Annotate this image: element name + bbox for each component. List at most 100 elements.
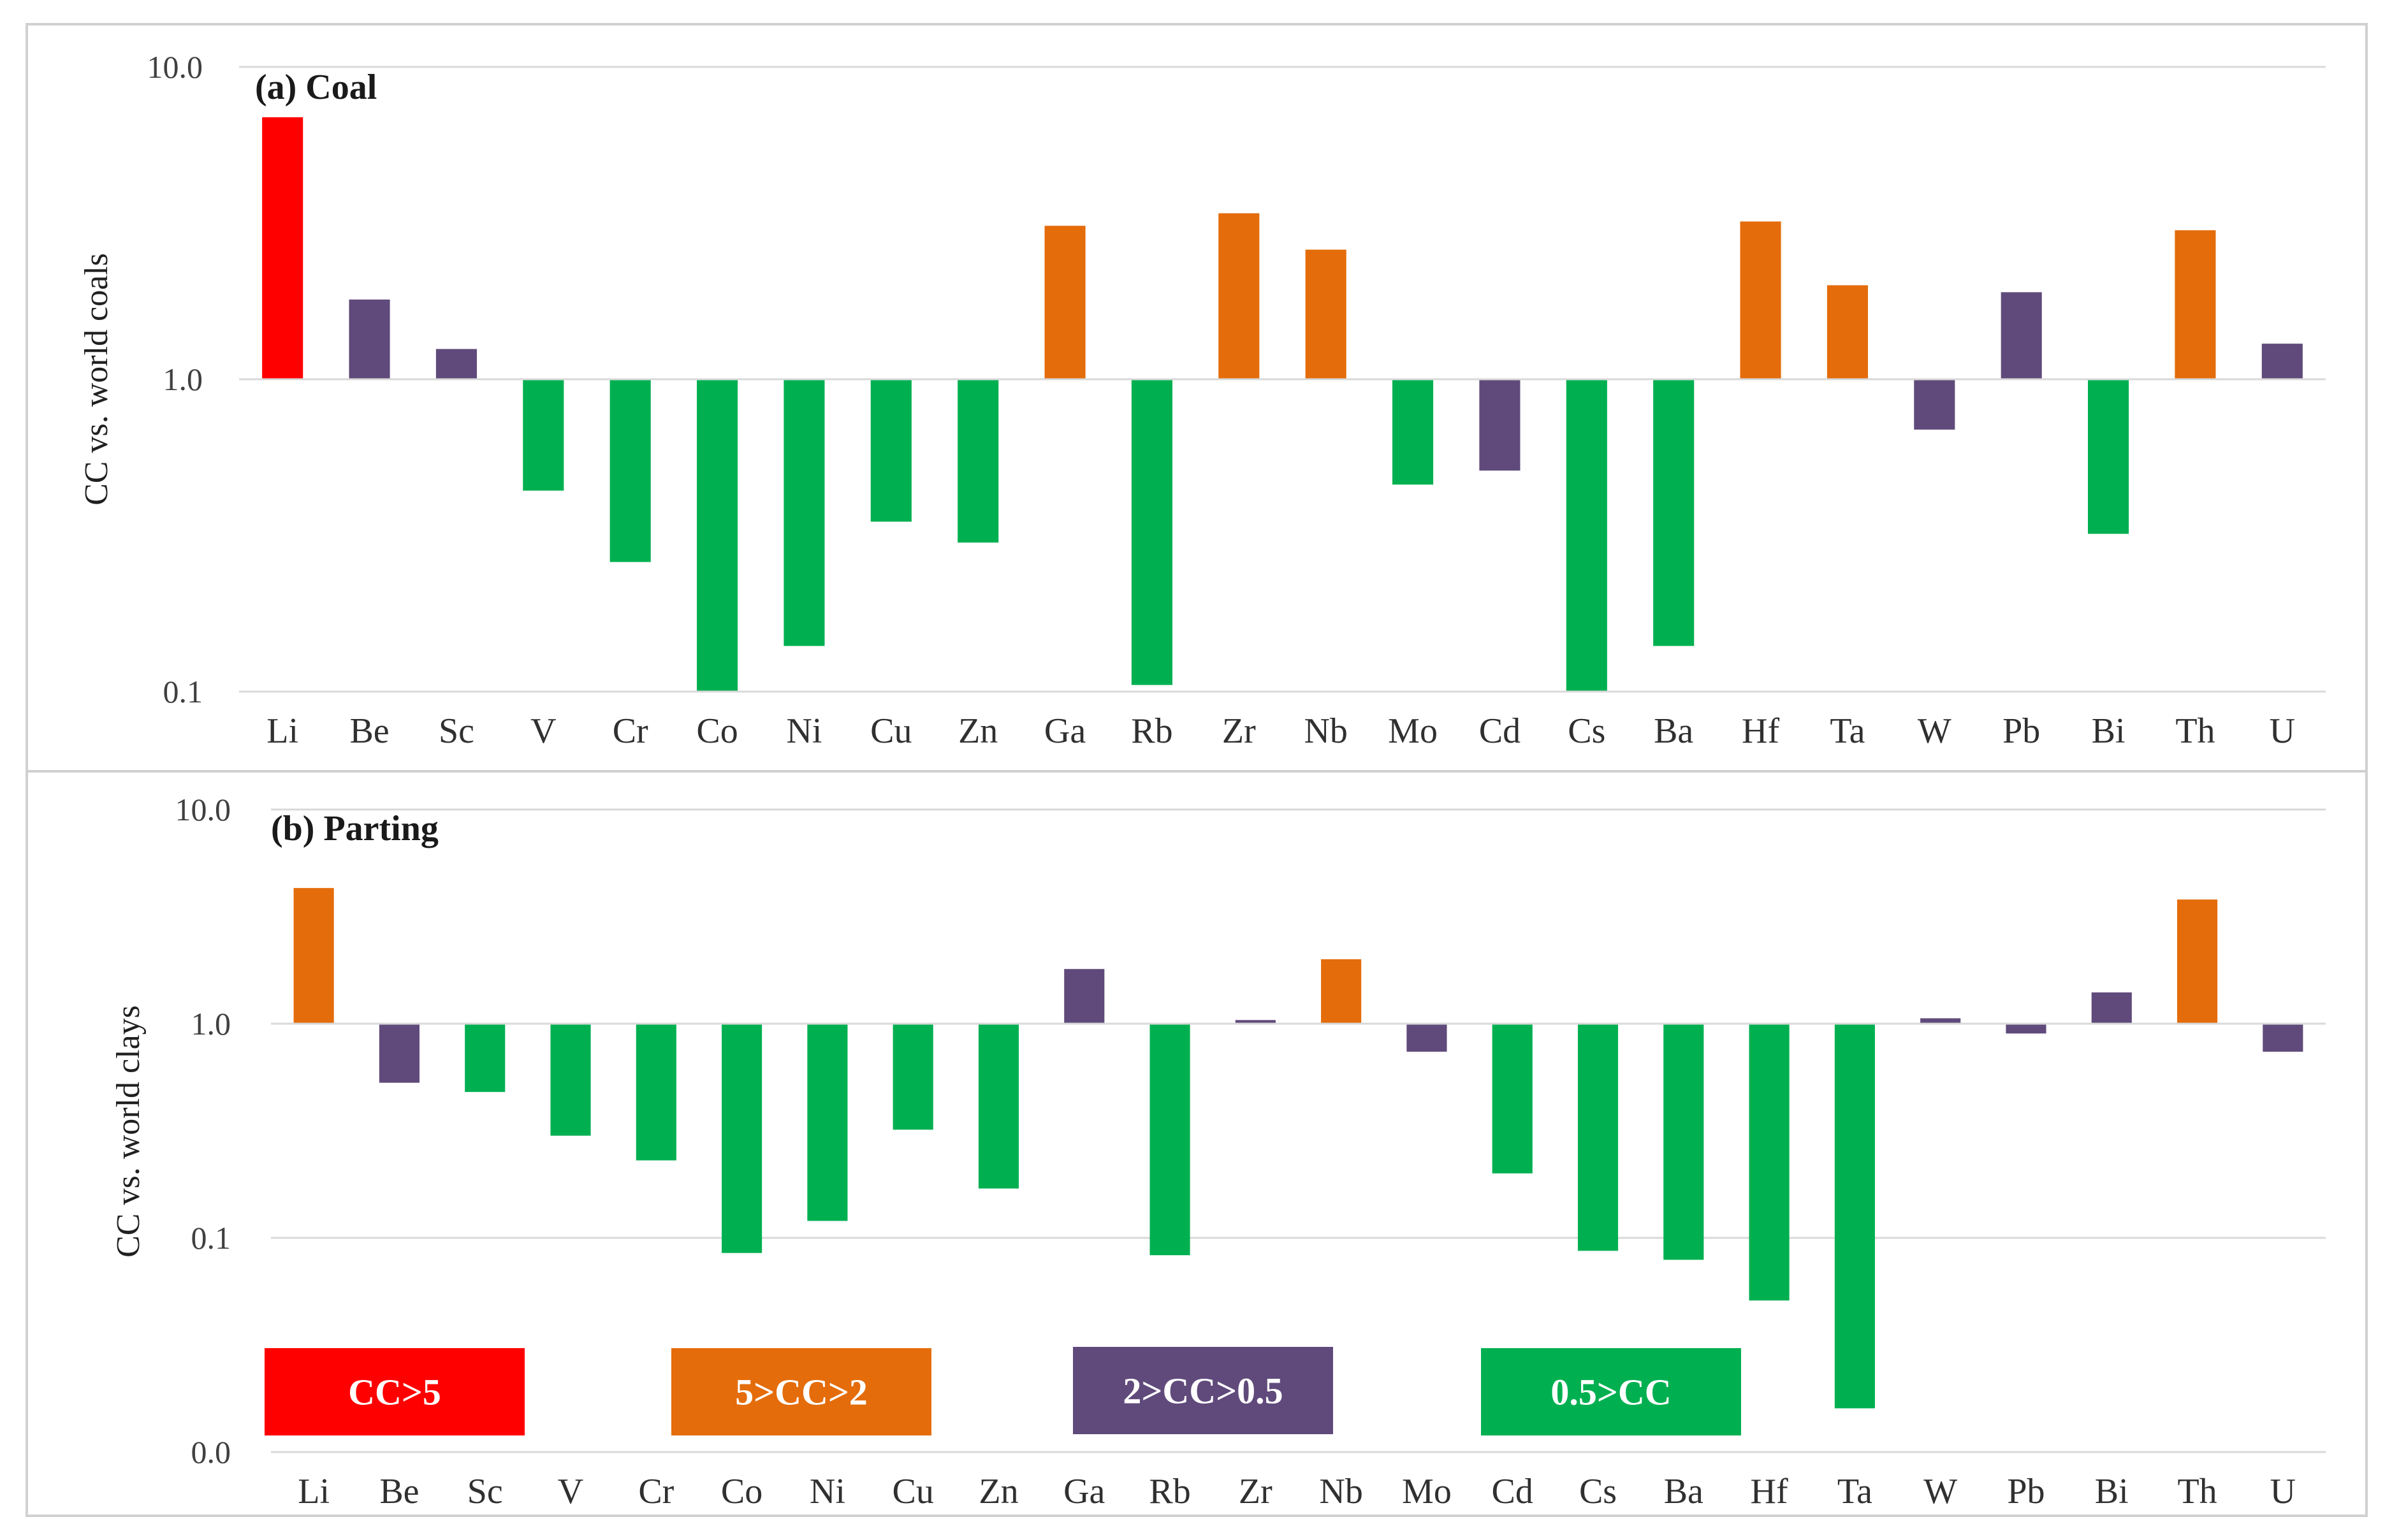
bar-th (2177, 899, 2218, 1024)
bar-bi (2088, 379, 2129, 534)
panel-parting: 10.0 1.0 0.1 0.0 Li Be Sc V Cr Co Ni Cu Zn Ga Rb Zr Nb M… (110, 792, 2326, 1511)
bar-rb (1131, 379, 1172, 685)
x-tick-label-cd: Cd (1479, 711, 1521, 751)
x-tick-label-rb: Rb (1131, 711, 1172, 751)
panel-parting-y-ticks: 10.0 1.0 0.1 0.0 (175, 792, 231, 1470)
x-tick-label-ba: Ba (1654, 711, 1693, 751)
bar-hf (1740, 221, 1781, 379)
x-tick-label-co: Co (721, 1472, 762, 1511)
x-tick-label-be: Be (379, 1472, 419, 1511)
x-tick-label-nb: Nb (1319, 1472, 1362, 1511)
bar-nb (1321, 959, 1362, 1024)
legend-swatch (1481, 1348, 1741, 1435)
legend-item: 0.5>CC (1481, 1348, 1741, 1435)
legend-label: CC>5 (348, 1372, 441, 1413)
x-tick-label-v: V (558, 1472, 583, 1511)
x-tick-label-nb: Nb (1304, 711, 1347, 751)
legend-label: 0.5>CC (1550, 1372, 1671, 1413)
bar-sc (435, 349, 477, 379)
bar-cd (1479, 379, 1521, 471)
legend-label: 5>CC>2 (735, 1372, 868, 1413)
bar-co (722, 1024, 762, 1253)
bar-u (2261, 344, 2303, 379)
bar-cs (1566, 379, 1607, 692)
y-tick-label: 1.0 (163, 361, 203, 397)
panel-coal-title: (a) Coal (255, 68, 377, 107)
bar-mo (1392, 379, 1434, 485)
panel-coal-x-ticks: Li Be Sc V Cr Co Ni Cu Zn Ga Rb Zr Nb Mo Cd Cs Ba Hf Ta W Pb… (266, 711, 2295, 751)
x-tick-label-cu: Cu (870, 711, 912, 751)
x-tick-label-bi: Bi (2092, 711, 2126, 751)
y-tick-label: 10.0 (147, 49, 203, 85)
bar-cr (609, 379, 651, 562)
x-tick-label-ga: Ga (1044, 711, 1086, 751)
y-tick-label: 0.1 (191, 1220, 231, 1256)
bar-pb (2006, 1024, 2046, 1034)
y-tick-label: 0.1 (163, 674, 203, 709)
y-tick-label: 10.0 (175, 792, 231, 827)
bar-zr (1235, 1020, 1276, 1024)
x-tick-label-hf: Hf (1751, 1472, 1788, 1511)
bar-v (550, 1024, 591, 1136)
bar-ba (1653, 379, 1695, 646)
bar-pb (2001, 292, 2042, 379)
panel-parting-x-ticks: Li Be Sc V Cr Co Ni Cu Zn Ga Rb Zr Nb Mo Cd Cs Ba Hf Ta W Pb… (298, 1472, 2296, 1511)
bar-u (2263, 1024, 2303, 1052)
x-tick-label-pb: Pb (2007, 1472, 2045, 1511)
panel-coal-bars (262, 117, 2303, 692)
x-tick-label-hf: Hf (1742, 711, 1779, 751)
panel-coal: 10.0 1.0 0.1 Li Be Sc V Cr Co Ni Cu Zn Ga Rb Zr Nb Mo Cd… (78, 49, 2326, 751)
bar-bi (2091, 992, 2132, 1024)
x-tick-label-ni: Ni (810, 1472, 845, 1511)
bar-ta (1834, 1024, 1875, 1409)
bar-hf (1749, 1024, 1790, 1301)
x-tick-label-ba: Ba (1664, 1472, 1703, 1511)
bar-ni (784, 379, 825, 646)
x-tick-label-v: V (530, 711, 556, 751)
x-tick-label-w: W (1918, 711, 1951, 751)
y-tick-label: 1.0 (191, 1006, 231, 1042)
bar-mo (1406, 1024, 1447, 1052)
x-tick-label-cr: Cr (613, 711, 648, 751)
panel-parting-title: (b) Parting (271, 809, 439, 848)
x-tick-label-mo: Mo (1402, 1472, 1452, 1511)
x-tick-label-zn: Zn (958, 711, 998, 751)
x-tick-label-w: W (1923, 1472, 1957, 1511)
panel-parting-bars (293, 888, 2303, 1409)
bar-cs (1577, 1024, 1619, 1251)
x-tick-label-sc: Sc (467, 1472, 503, 1511)
x-tick-label-cs: Cs (1568, 711, 1605, 751)
bar-ga (1064, 969, 1105, 1024)
bar-sc (465, 1024, 506, 1093)
x-tick-label-li: Li (298, 1472, 330, 1511)
bar-co (697, 379, 738, 692)
x-tick-label-cs: Cs (1579, 1472, 1617, 1511)
bar-cr (636, 1024, 676, 1161)
panel-coal-y-axis-title: CC vs. world coals (78, 253, 115, 505)
bar-w (1920, 1018, 1961, 1024)
bar-ni (807, 1024, 848, 1221)
x-tick-label-rb: Rb (1149, 1472, 1190, 1511)
legend-item: 5>CC>2 (671, 1348, 931, 1435)
x-tick-label-ta: Ta (1837, 1472, 1872, 1511)
x-tick-label-be: Be (349, 711, 389, 751)
bar-be (379, 1024, 419, 1083)
panel-coal-baseline (239, 378, 2326, 693)
bar-be (349, 299, 390, 379)
legend-swatch (1073, 1347, 1333, 1434)
bar-cd (1492, 1024, 1533, 1173)
bar-ba (1663, 1024, 1704, 1260)
bar-ta (1827, 285, 1868, 379)
panel-coal-y-ticks: 10.0 1.0 0.1 (147, 49, 203, 709)
legend-swatch (265, 1348, 525, 1435)
bar-zn (978, 1024, 1019, 1189)
bar-zr (1218, 213, 1260, 379)
x-tick-label-th: Th (2175, 711, 2215, 751)
bar-nb (1305, 249, 1346, 379)
x-tick-label-cu: Cu (893, 1472, 934, 1511)
bar-rb (1149, 1024, 1190, 1256)
x-tick-label-u: U (2270, 1472, 2296, 1511)
bar-li (262, 117, 303, 380)
x-tick-label-sc: Sc (439, 711, 474, 751)
